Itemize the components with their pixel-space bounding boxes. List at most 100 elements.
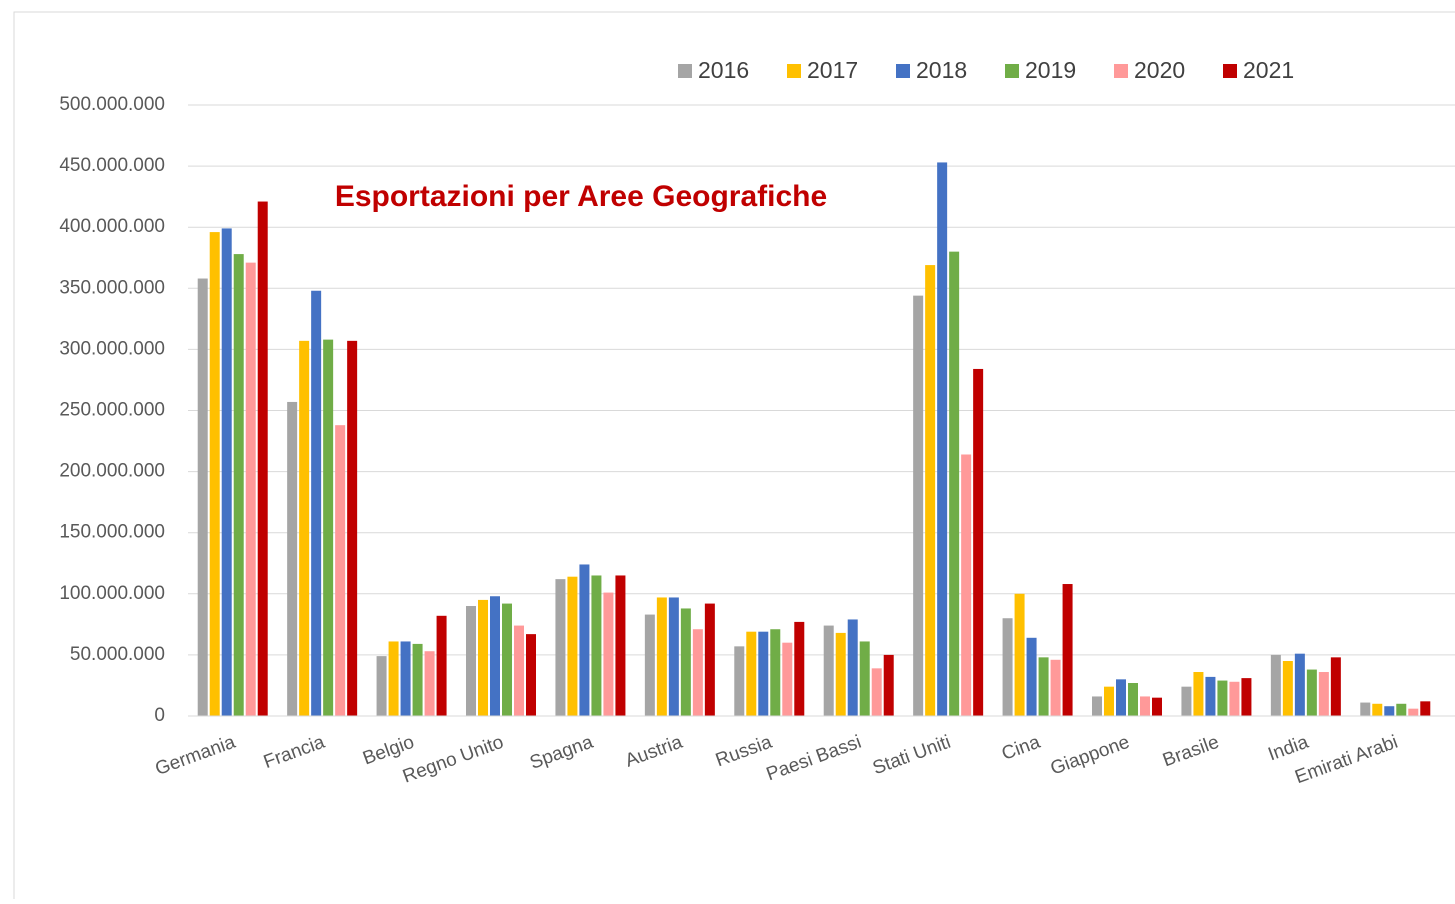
legend-label: 2019 (1025, 57, 1076, 83)
bar (1306, 669, 1317, 716)
bar (209, 232, 220, 716)
bar (347, 340, 358, 716)
bar (1092, 696, 1102, 716)
bar (1229, 681, 1240, 716)
y-tick-label: 50.000.000 (70, 644, 165, 665)
bar (746, 631, 757, 716)
bar (1128, 683, 1138, 716)
bar (1384, 706, 1395, 716)
bar (400, 641, 411, 716)
bar (1014, 593, 1025, 716)
bar (847, 619, 858, 716)
y-tick-label: 100.000.000 (59, 583, 165, 604)
bar (1140, 696, 1150, 716)
y-tick-label: 350.000.000 (59, 277, 165, 298)
bar (692, 629, 703, 716)
bar (502, 603, 512, 716)
legend-swatch (678, 64, 692, 78)
bar (555, 579, 566, 716)
bar (1282, 661, 1293, 716)
bar (680, 608, 691, 716)
bar (644, 614, 655, 716)
bar (1330, 657, 1341, 716)
bar (233, 254, 244, 717)
bar (1181, 686, 1192, 716)
bar (1270, 654, 1281, 716)
bar (871, 668, 882, 716)
bar (526, 634, 536, 716)
bar (579, 564, 590, 716)
bar (424, 651, 435, 716)
bar (823, 625, 834, 716)
bar (323, 339, 334, 716)
legend-label: 2020 (1134, 57, 1185, 83)
bar (1420, 701, 1431, 716)
bar (770, 629, 781, 716)
bar (335, 425, 346, 716)
legend-swatch (1223, 64, 1237, 78)
legend-label: 2018 (916, 57, 967, 83)
bar (1193, 672, 1204, 716)
legend-swatch (787, 64, 801, 78)
bar (961, 454, 972, 716)
bar (1152, 697, 1162, 716)
bar (1360, 702, 1371, 716)
legend-swatch (896, 64, 910, 78)
bar (603, 592, 614, 716)
y-tick-label: 450.000.000 (59, 155, 165, 176)
y-tick-label: 250.000.000 (59, 400, 165, 421)
bar (1038, 657, 1049, 716)
legend-label: 2017 (807, 57, 858, 83)
legend-swatch (1114, 64, 1128, 78)
bar (257, 201, 268, 717)
bar (656, 597, 667, 716)
bar (937, 162, 948, 716)
legend-swatch (1005, 64, 1019, 78)
bar (287, 401, 298, 716)
bar (1241, 678, 1252, 716)
y-tick-label: 500.000.000 (59, 94, 165, 115)
bar (376, 656, 387, 716)
bar (1205, 676, 1216, 716)
bar (704, 603, 715, 716)
bar (221, 228, 232, 716)
bar (245, 262, 256, 716)
bar (835, 632, 846, 716)
y-tick-label: 400.000.000 (59, 216, 165, 237)
bar (311, 290, 322, 716)
bar (1396, 703, 1407, 716)
y-tick-label: 0 (154, 705, 165, 726)
bar (973, 368, 984, 716)
legend-label: 2016 (698, 57, 749, 83)
bar (668, 597, 679, 716)
bar (1050, 659, 1061, 716)
bar (925, 265, 936, 716)
bar (794, 621, 805, 716)
bar (567, 576, 578, 716)
bar (1318, 672, 1329, 716)
bar (913, 295, 924, 716)
bar (412, 643, 423, 716)
bar (591, 575, 602, 716)
bar (758, 631, 769, 716)
bar (1026, 637, 1037, 716)
bar (197, 278, 208, 716)
chart-title: Esportazioni per Aree Geografiche (335, 180, 827, 213)
bar (883, 654, 894, 716)
bar (466, 606, 476, 716)
bar (1116, 679, 1126, 716)
bar (478, 599, 488, 716)
bar (1294, 653, 1305, 716)
bar (1408, 708, 1419, 716)
bar (299, 340, 310, 716)
bar (490, 596, 500, 716)
legend-label: 2021 (1243, 57, 1294, 83)
bar (949, 251, 960, 716)
bar (1104, 686, 1114, 716)
bar (436, 615, 447, 716)
bar (514, 625, 524, 716)
bar (1062, 584, 1073, 716)
bar (1217, 680, 1228, 716)
